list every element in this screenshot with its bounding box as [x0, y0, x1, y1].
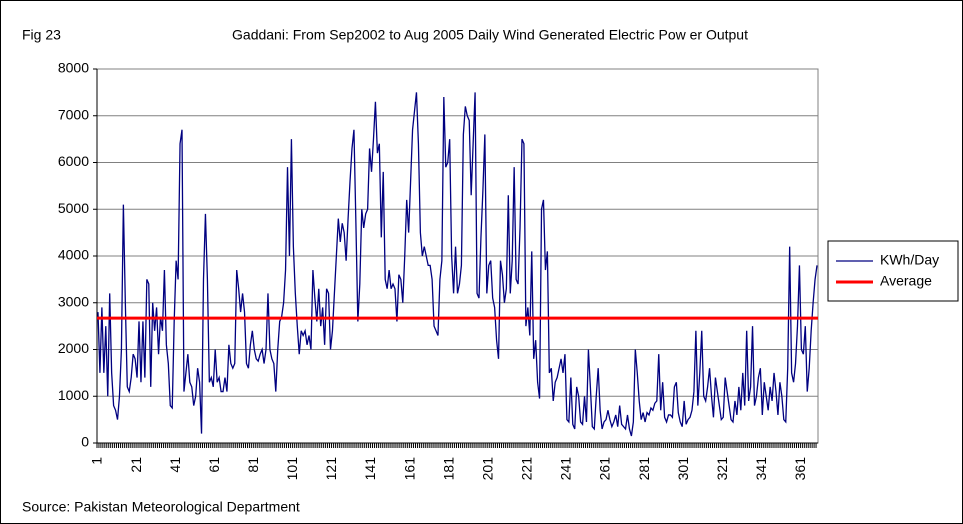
- x-tick-label: 41: [167, 457, 183, 473]
- y-tick-label: 8000: [58, 60, 89, 76]
- legend-label: Average: [880, 273, 932, 289]
- y-tick-label: 6000: [58, 153, 89, 169]
- x-tick-label: 341: [753, 457, 769, 481]
- x-tick-label: 21: [128, 457, 144, 473]
- x-tick-label: 301: [675, 457, 691, 481]
- x-tick-label: 321: [714, 457, 730, 481]
- y-tick-label: 3000: [58, 293, 89, 309]
- x-tick-label: 261: [597, 457, 613, 481]
- x-tick-label: 181: [440, 457, 456, 481]
- x-tick-label: 141: [362, 457, 378, 481]
- y-tick-label: 4000: [58, 247, 89, 263]
- legend-box: [827, 240, 959, 302]
- x-tick-label: 281: [636, 457, 652, 481]
- figure-label: Fig 23: [22, 27, 61, 43]
- x-tick-label: 81: [245, 457, 261, 473]
- x-tick-label: 161: [401, 457, 417, 481]
- x-tick-label: 1: [89, 457, 105, 465]
- x-tick-label: 61: [206, 457, 222, 473]
- y-tick-label: 7000: [58, 106, 89, 122]
- y-tick-label: 1000: [58, 387, 89, 403]
- x-tick-label: 361: [792, 457, 808, 481]
- y-tick-label: 0: [81, 434, 89, 450]
- x-tick-label: 201: [479, 457, 495, 481]
- x-tick-label: 221: [519, 457, 535, 481]
- y-tick-label: 2000: [58, 340, 89, 356]
- chart-title: Gaddani: From Sep2002 to Aug 2005 Daily …: [232, 27, 748, 43]
- x-tick-label: 101: [284, 457, 300, 481]
- data-line: [97, 92, 818, 437]
- x-tick-label: 121: [323, 457, 339, 481]
- source-note: Source: Pakistan Meteorological Departme…: [22, 499, 300, 515]
- y-tick-label: 5000: [58, 200, 89, 216]
- legend-label: KWh/Day: [880, 252, 939, 268]
- x-tick-label: 241: [558, 457, 574, 481]
